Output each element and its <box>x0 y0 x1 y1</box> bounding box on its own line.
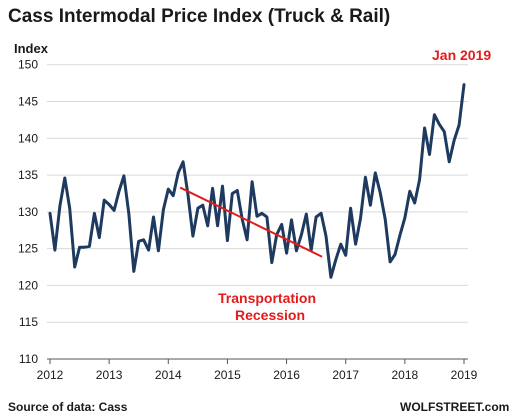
y-tick-145: 145 <box>18 95 38 109</box>
annotation-recession: Recession <box>235 307 305 323</box>
x-tick-2012: 2012 <box>37 368 64 382</box>
x-tick-2016: 2016 <box>273 368 300 382</box>
source-note: Source of data: Cass <box>8 400 128 414</box>
annotation-jan-2019: Jan 2019 <box>432 47 491 63</box>
y-tick-135: 135 <box>18 168 38 182</box>
recession-trendline <box>179 186 323 258</box>
x-tick-2018: 2018 <box>392 368 419 382</box>
x-tick-2017: 2017 <box>332 368 359 382</box>
y-tick-110: 110 <box>19 352 38 366</box>
y-tick-labels: 110 115 120 125 130 135 140 145 150 <box>18 58 38 366</box>
y-tick-140: 140 <box>18 131 38 145</box>
y-axis-label: Index <box>14 41 49 56</box>
gridlines <box>47 64 468 323</box>
x-tick-2013: 2013 <box>96 368 123 382</box>
x-tick-2015: 2015 <box>214 368 241 382</box>
y-tick-130: 130 <box>18 205 38 219</box>
y-tick-150: 150 <box>18 58 38 72</box>
y-tick-115: 115 <box>19 315 38 329</box>
annotation-transportation: Transportation <box>218 290 316 306</box>
x-tick-2019: 2019 <box>451 368 478 382</box>
y-tick-120: 120 <box>18 278 38 292</box>
series-line <box>48 83 466 279</box>
credit-wolfstreet: WOLFSTREET.com <box>400 400 509 414</box>
chart-title: Cass Intermodal Price Index (Truck & Rai… <box>8 6 390 27</box>
x-tick-labels: 2012 2013 2014 2015 2016 2017 2018 2019 <box>37 359 478 382</box>
y-tick-125: 125 <box>18 242 38 256</box>
x-tick-2014: 2014 <box>155 368 182 382</box>
